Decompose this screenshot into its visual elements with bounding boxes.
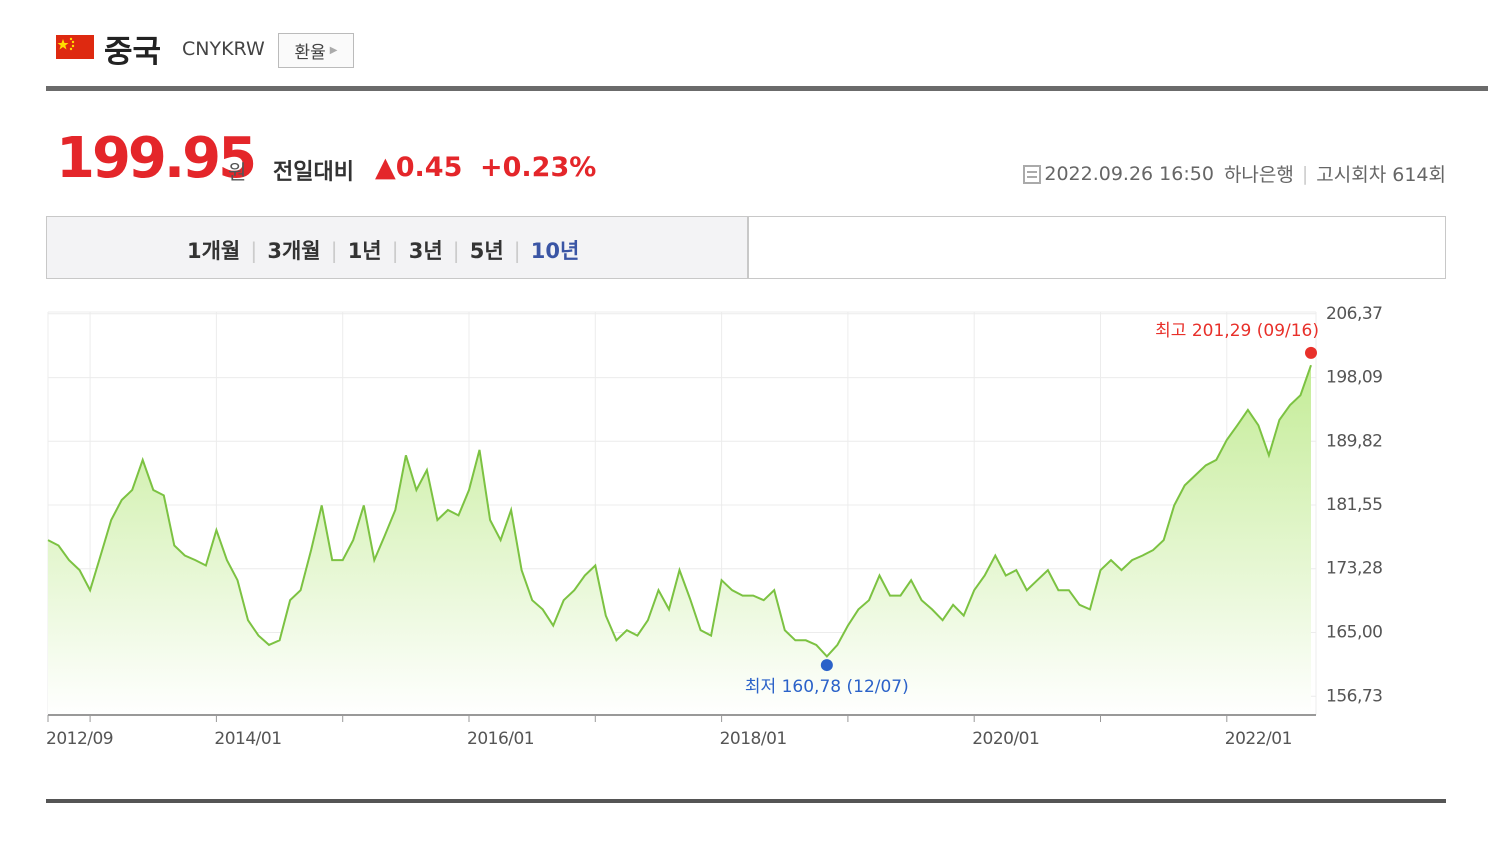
y-tick-label: 165,00: [1326, 623, 1382, 643]
notice-info: 2022.09.26 16:50 하나은행 | 고시회차 614회: [1022, 160, 1446, 187]
extreme-dot: [820, 659, 833, 672]
extreme-dot: [1305, 346, 1317, 359]
x-tick-label: 2012/09: [46, 729, 113, 749]
x-tick-label: 2014/01: [214, 729, 281, 749]
tab[interactable]: 1개월: [187, 239, 241, 263]
y-tick-label: 206,37: [1326, 304, 1382, 324]
x-tick-label: 2018/01: [720, 729, 787, 749]
annotation: 최저 160,78 (12/07): [745, 677, 909, 697]
annotation: 최고 201,29 (09/16): [1155, 321, 1319, 341]
tab[interactable]: 3개월: [267, 239, 321, 263]
tab[interactable]: 5년: [469, 239, 504, 263]
chart: 206,37 198,09 189,82 181,55 173,28 165,00 156,…: [46, 304, 1383, 749]
rate-button[interactable]: 환율 ▶: [278, 33, 354, 68]
y-tick-label: 189,82: [1326, 431, 1382, 451]
x-tick-label: 2022/01: [1225, 729, 1292, 749]
bottom-divider: [46, 799, 1446, 803]
bank: 하나은행: [1223, 164, 1294, 186]
tab[interactable]: 10년: [530, 239, 580, 263]
y-tick-label: 156,73: [1326, 686, 1382, 706]
y-tick-label: 198,09: [1326, 368, 1382, 388]
area: [48, 365, 1311, 715]
y-tick-label: 181,55: [1326, 495, 1382, 515]
y-tick-label: 173,28: [1326, 559, 1382, 579]
change-percent: +0.23%: [480, 152, 597, 183]
tab[interactable]: 1년: [347, 239, 382, 263]
divider: [46, 86, 1488, 91]
x-tick-label: 2016/01: [467, 729, 534, 749]
change: ▲0.45: [375, 152, 463, 183]
tabs: 1개월 | 3개월 | 1년 | 3년 | 5년 | 10년: [187, 239, 580, 263]
datetime: 2022.09.26 16:50: [1044, 162, 1214, 185]
code: CNYKRW: [182, 38, 265, 60]
country: 중국: [104, 34, 162, 70]
price: 199.95: [56, 126, 257, 191]
unit: 원: [228, 160, 247, 184]
icon: [1023, 164, 1042, 184]
flag: [56, 35, 94, 59]
tab-box: 1개월 | 3개월 | 1년 | 3년 | 5년 | 10년: [46, 216, 1446, 279]
line: [47, 364, 1312, 658]
tab[interactable]: 3년: [408, 239, 443, 263]
change-label: 전일대비: [273, 160, 354, 185]
button-label: 환율: [294, 43, 326, 63]
notice-number: 고시회차 614회: [1316, 164, 1446, 186]
x-tick-label: 2020/01: [972, 729, 1039, 749]
